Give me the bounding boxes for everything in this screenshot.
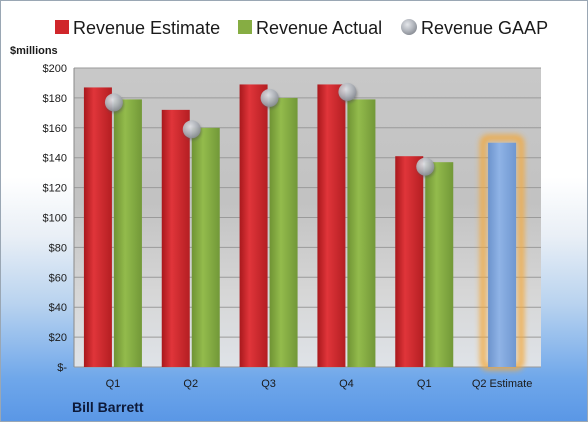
company-name: Bill Barrett	[72, 399, 144, 415]
legend: Revenue Estimate Revenue Actual Revenue …	[55, 18, 548, 38]
legend-swatch-gaap	[401, 19, 417, 35]
gaap-markers	[104, 82, 436, 178]
y-tick-label: $200	[43, 63, 67, 75]
y-tick-label: $120	[43, 183, 67, 195]
legend-label-estimate: Revenue Estimate	[73, 18, 220, 38]
x-tick-label: Q1	[106, 378, 121, 390]
gaap-marker	[104, 93, 123, 112]
x-tick-label: Q3	[261, 378, 276, 390]
y-tick-label: $180	[43, 93, 67, 105]
bar-revenue-actual	[113, 99, 142, 368]
bar-revenue-estimate	[317, 84, 346, 367]
bar-revenue-estimate	[395, 156, 424, 367]
y-tick-label: $160	[43, 123, 67, 135]
y-tick-label: $-	[57, 362, 67, 374]
bar-revenue-estimate	[161, 109, 190, 368]
bar-revenue-actual	[425, 162, 454, 367]
bar-revenue-actual	[269, 97, 298, 368]
y-tick-label: $80	[49, 242, 67, 254]
bar-revenue-estimate	[83, 87, 112, 367]
y-tick-label: $140	[43, 153, 67, 165]
legend-swatch-estimate	[55, 20, 69, 34]
bars	[83, 84, 525, 370]
gaap-marker	[416, 157, 435, 176]
gridlines	[74, 67, 541, 368]
y-tick-label: $100	[43, 213, 67, 225]
gaap-marker	[260, 88, 279, 107]
legend-item-gaap: Revenue GAAP	[401, 18, 548, 38]
y-tick-label: $20	[49, 332, 67, 344]
bar-revenue-estimate	[239, 84, 268, 367]
gaap-marker	[182, 120, 201, 139]
y-tick-label: $40	[49, 302, 67, 314]
y-axis-unit-label: $millions	[10, 45, 58, 57]
bar-q2-estimate	[488, 142, 517, 367]
legend-item-estimate: Revenue Estimate	[55, 18, 220, 38]
x-tick-label: Q4	[339, 378, 354, 390]
x-tick-label: Q1	[417, 378, 432, 390]
bar-revenue-actual	[347, 99, 376, 368]
y-axis: $- $20 $40 $60 $80 $100 $120 $140 $160 $180 $200	[43, 63, 75, 374]
bar-revenue-actual	[191, 127, 220, 367]
legend-label-actual: Revenue Actual	[256, 18, 382, 38]
y-tick-label: $60	[49, 272, 67, 284]
x-axis: Q1 Q2 Q3 Q4 Q1 Q2 Estimate	[106, 378, 533, 390]
legend-label-gaap: Revenue GAAP	[421, 18, 548, 38]
legend-swatch-actual	[238, 20, 252, 34]
x-tick-label: Q2 Estimate	[472, 378, 533, 390]
legend-item-actual: Revenue Actual	[238, 18, 382, 38]
x-tick-label: Q2	[183, 378, 198, 390]
gaap-marker	[338, 82, 357, 101]
